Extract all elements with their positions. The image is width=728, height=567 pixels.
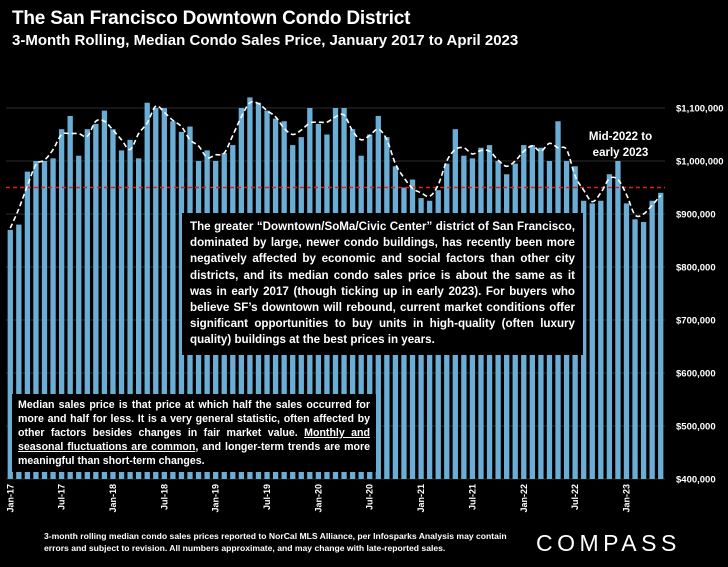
chart-title: The San Francisco Downtown Condo Distric… xyxy=(12,8,411,29)
definition-text: Median sales price is that price at whic… xyxy=(18,399,370,439)
bar xyxy=(161,108,167,479)
definition-text-end: , and longer-term trends are more meanin… xyxy=(18,441,370,467)
bar xyxy=(76,155,82,479)
x-tick-label: Jan-19 xyxy=(211,484,221,513)
bar xyxy=(127,139,133,480)
bar xyxy=(649,200,655,479)
bar xyxy=(581,200,587,479)
bar xyxy=(615,161,621,479)
x-tick-label: Jan-17 xyxy=(5,484,15,513)
bar xyxy=(136,158,142,479)
bar xyxy=(658,192,664,480)
overlays xyxy=(6,100,665,229)
x-tick-label: Jan-22 xyxy=(519,484,529,513)
x-axis-labels: Jan-17 Jul-17 Jan-18 Jul-18 Jan-19 Jul-19 Jan-… xyxy=(5,484,631,513)
compass-logo: COMPASS xyxy=(536,530,681,556)
bar xyxy=(118,150,125,479)
x-tick-label: Jan-21 xyxy=(416,484,426,513)
y-tick-label: $800,000 xyxy=(676,263,716,274)
bar xyxy=(170,121,176,479)
bar xyxy=(110,129,116,479)
y-tick-label: $1,100,000 xyxy=(676,104,724,115)
source-footnote: 3-month rolling median condo sales price… xyxy=(44,531,507,553)
bar xyxy=(153,108,159,479)
bar xyxy=(101,110,108,480)
bar xyxy=(16,224,22,479)
bar xyxy=(640,221,647,479)
bar xyxy=(84,129,90,479)
definition-underlined: Monthly and seasonal fluctuations are co… xyxy=(18,427,370,453)
annotation-mid-2022: Mid-2022 to early 2023 xyxy=(588,131,653,159)
y-tick-label: $500,000 xyxy=(676,422,716,433)
bar xyxy=(623,203,630,479)
y-tick-label: $900,000 xyxy=(676,210,716,221)
bar xyxy=(632,219,638,480)
x-tick-label: Jul-18 xyxy=(159,484,169,510)
x-tick-label: Jul-22 xyxy=(570,484,580,510)
bar xyxy=(7,229,13,479)
y-tick-label: $700,000 xyxy=(676,316,716,327)
bar xyxy=(58,129,65,479)
commentary-box: The greater “Downtown/SoMa/Civic Center”… xyxy=(182,213,583,355)
x-tick-label: Jul-17 xyxy=(57,484,67,510)
bar xyxy=(93,123,99,480)
bar xyxy=(144,102,150,479)
x-tick-label: Jul-21 xyxy=(467,484,477,510)
bar xyxy=(41,161,48,479)
bar xyxy=(67,115,73,479)
bar xyxy=(589,203,595,479)
x-tick-label: Jan-20 xyxy=(313,484,323,513)
bar xyxy=(178,131,185,479)
definition-box: Median sales price is that price at whic… xyxy=(12,394,376,472)
x-tick-label: Jul-19 xyxy=(262,484,272,510)
x-tick-label: Jul-20 xyxy=(365,484,375,510)
trend-line xyxy=(9,100,662,229)
chart-subtitle: 3-Month Rolling, Median Condo Sales Pric… xyxy=(12,32,519,49)
bar xyxy=(33,161,39,479)
y-axis-labels: $400,000 $500,000 $600,000 $700,000 $800,000… xyxy=(676,104,724,486)
y-tick-label: $600,000 xyxy=(676,369,716,380)
x-tick-label: Jan-23 xyxy=(621,484,631,513)
bar xyxy=(598,200,604,479)
y-tick-label: $400,000 xyxy=(676,475,716,486)
y-tick-label: $1,000,000 xyxy=(676,157,724,168)
x-tick-label: Jan-18 xyxy=(108,484,118,513)
bar xyxy=(24,171,31,479)
bar xyxy=(50,158,56,479)
bar xyxy=(606,174,613,479)
